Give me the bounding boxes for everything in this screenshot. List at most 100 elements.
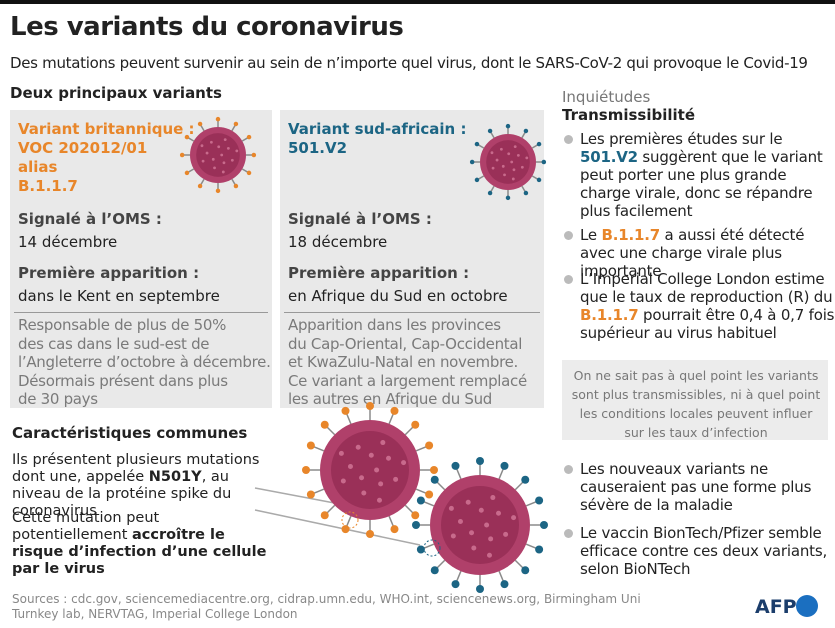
spike-tip (179, 152, 185, 158)
spike-tip (535, 545, 544, 554)
text-run: Ils présentent plusieurs mutations dont … (12, 452, 260, 485)
sources: Sources : cdc.gov, sciencemediacentre.or… (12, 592, 641, 621)
bullet: Les premières études sur le 501.V2 suggè… (564, 130, 835, 220)
texture (491, 166, 495, 170)
highlight (341, 511, 359, 529)
spike-tip (366, 530, 374, 538)
bullet: Les nouveaux variants ne causeraient pas… (564, 460, 835, 514)
text-run: L’Imperial College London estime que le … (580, 270, 833, 306)
spike-tip (500, 580, 509, 589)
spike-tip (197, 121, 203, 127)
paragraph: Ils présentent plusieurs mutations dont … (12, 452, 267, 520)
texture (511, 515, 517, 521)
spike-tip (425, 490, 434, 499)
top-bar (0, 0, 835, 4)
texture (230, 158, 234, 162)
paragraph: Cette mutation peut potentiellement accr… (12, 510, 267, 578)
description: Apparition dans les provinces du Cap-Orie… (288, 316, 527, 409)
spike-tip (233, 121, 239, 127)
description: Responsable de plus de 50% des cas dans l… (18, 316, 271, 409)
value: en Afrique du Sud en octobre (288, 287, 508, 305)
texture (393, 476, 399, 482)
spike-tip (521, 475, 530, 484)
bullet: Le vaccin BionTech/Pfizer semble efficac… (564, 524, 835, 578)
description-line: de 30 pays (18, 390, 98, 408)
text-run: accroître le risque d’infection d’une ce… (12, 527, 267, 577)
description-line: des cas dans le sud-est de (18, 334, 210, 353)
texture (378, 481, 384, 487)
texture (495, 158, 499, 162)
description-line: Responsable de plus de 50% (18, 316, 227, 334)
texture (503, 531, 509, 537)
texture (355, 444, 361, 450)
value: dans le Kent en septembre (18, 287, 220, 305)
arrow (254, 509, 421, 546)
spike-tip (451, 461, 460, 470)
spike-tip (476, 457, 484, 465)
spike-tip (476, 585, 484, 593)
spike-tip (197, 183, 203, 189)
text-run: suggèrent que le variant peut porter une… (580, 148, 823, 220)
texture (501, 164, 505, 168)
texture (235, 149, 239, 153)
spike-tip (306, 490, 315, 499)
arrow (254, 487, 346, 506)
value: 14 décembre (18, 233, 118, 251)
spike-tip (469, 159, 475, 165)
spike-tip (430, 466, 438, 474)
spike-tip (425, 441, 434, 450)
spike-tip (505, 123, 511, 129)
spike-tip (215, 188, 221, 194)
logo: AFP (755, 596, 797, 618)
texture (338, 450, 344, 456)
texture (209, 140, 213, 144)
texture (512, 168, 516, 172)
spike-tip (535, 496, 544, 505)
spike-tip (184, 134, 190, 140)
spike-tip (390, 406, 399, 415)
text-run: 501.V2 (580, 148, 638, 166)
spike-tip (416, 545, 425, 554)
texture (513, 145, 517, 149)
spike-tip (540, 521, 548, 529)
texture (457, 519, 463, 525)
spike-tip (366, 402, 374, 410)
section-heading: Caractéristiques communes (12, 424, 248, 442)
texture (211, 157, 215, 161)
texture (200, 144, 204, 148)
spike-tip (500, 461, 509, 470)
spike-tip (521, 566, 530, 575)
name-line: VOC 202012/01 (18, 139, 148, 157)
spike-tip (306, 441, 315, 450)
bullet: Le B.1.1.7 a aussi été détecté avec une … (564, 226, 835, 280)
description-line: l’Angleterre d’octobre à décembre. (18, 353, 271, 371)
section-heading: Deux principaux variants (10, 84, 222, 102)
spike-tip (430, 566, 439, 575)
spike-tip (246, 134, 252, 140)
logo-mark (796, 595, 818, 617)
texture (511, 177, 515, 181)
spike-tip (523, 190, 529, 196)
texture (340, 478, 346, 484)
spike-tip (416, 496, 425, 505)
subheading: Transmissibilité (562, 106, 695, 124)
spike-tip (505, 195, 511, 201)
text-run: N501Y (148, 469, 202, 485)
bullet: L’Imperial College London estime que le … (564, 270, 835, 342)
spike-tip (474, 141, 480, 147)
spike-tip (320, 420, 329, 429)
spike-tip (341, 525, 350, 534)
texture (520, 165, 524, 169)
text-run: B.1.1.7 (601, 226, 661, 244)
texture (217, 145, 221, 149)
texture (471, 545, 477, 551)
texture (499, 147, 503, 151)
separator (284, 312, 540, 313)
spike-tip (233, 183, 239, 189)
spike-tip (523, 128, 529, 134)
texture (220, 153, 224, 157)
text-run: B.1.1.7 (580, 306, 639, 324)
variant-name: Variant britannique : VOC 202012/01 alias B… (18, 120, 195, 196)
label: Première apparition : (288, 264, 470, 282)
